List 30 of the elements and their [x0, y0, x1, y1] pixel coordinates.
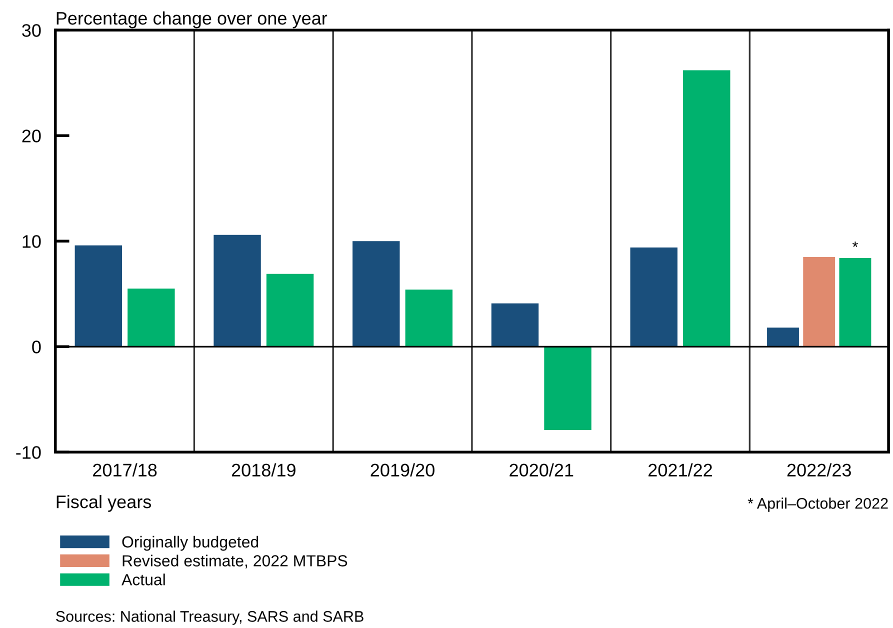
- y-tick-label: 30: [22, 24, 41, 37]
- text: * April–October 2022: [748, 498, 888, 512]
- bar: [630, 247, 678, 347]
- y-axis-title: Percentage change over one year: [56, 11, 328, 28]
- bar: [544, 346, 592, 430]
- x-axis-title: Fiscal years: [56, 494, 152, 512]
- bar: [214, 234, 261, 347]
- bar: [491, 303, 539, 347]
- y-tick-label: 10: [22, 235, 41, 248]
- legend-label: Actual: [122, 574, 165, 586]
- legend-label: Originally budgeted: [122, 536, 258, 551]
- bar: [74, 245, 122, 347]
- bar: [683, 70, 730, 347]
- bar: [266, 274, 314, 347]
- bar: [352, 241, 400, 347]
- y-tick-label: 0: [32, 340, 41, 354]
- x-tick-label: 2020/21: [510, 463, 574, 477]
- x-tick-label: 2019/20: [370, 463, 434, 477]
- bar: [803, 256, 836, 347]
- x-tick-label: 2021/22: [648, 463, 712, 477]
- y-tick-label: 20: [22, 130, 41, 142]
- y-tick-label: -10: [16, 446, 41, 459]
- bar: [128, 288, 175, 347]
- annotation: *: [852, 242, 858, 247]
- source-note: Sources: National Treasury, SARS and SARB: [56, 610, 364, 625]
- x-tick-label: 2017/18: [93, 463, 157, 477]
- x-tick-label: 2018/19: [232, 463, 296, 477]
- x-tick-label: 2022/23: [787, 463, 851, 477]
- legend-label: Revised estimate, 2022 MTBPS: [122, 554, 348, 568]
- bar: [405, 290, 453, 347]
